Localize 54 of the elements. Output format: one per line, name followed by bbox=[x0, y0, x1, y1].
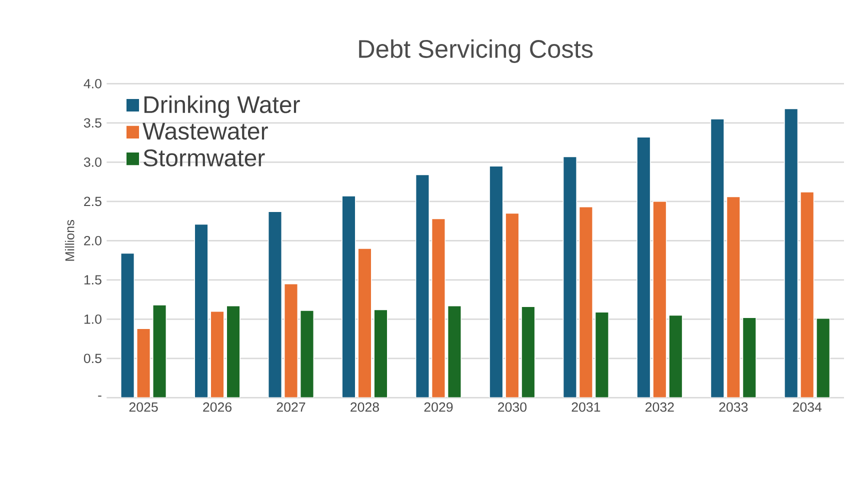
bar bbox=[226, 305, 240, 398]
bar bbox=[194, 224, 208, 398]
chart-title: Debt Servicing Costs bbox=[359, 39, 593, 63]
x-tick-label: 2026 bbox=[203, 402, 232, 412]
legend-label: Wastewater bbox=[142, 122, 268, 140]
bar bbox=[710, 118, 724, 398]
y-tick-label: 1.0 bbox=[84, 314, 102, 324]
bar bbox=[636, 136, 651, 398]
x-tick-label: 2029 bbox=[424, 402, 453, 412]
x-tick-label: 2030 bbox=[498, 402, 527, 412]
y-tick-label: 3.0 bbox=[84, 157, 102, 167]
bar bbox=[136, 328, 151, 398]
x-tick-label: 2027 bbox=[276, 402, 306, 412]
legend-label: Drinking Water bbox=[144, 96, 300, 118]
x-tick-label: 2033 bbox=[719, 402, 748, 412]
bar bbox=[120, 252, 135, 398]
y-tick-label: 3.5 bbox=[84, 118, 102, 128]
bar bbox=[505, 212, 520, 398]
y-tick-label: 0.5 bbox=[84, 354, 102, 364]
bar bbox=[742, 317, 756, 398]
y-axis-title: Millions bbox=[64, 220, 74, 261]
bar bbox=[489, 166, 504, 398]
y-tick-label: 4.0 bbox=[84, 78, 102, 88]
bar bbox=[447, 305, 462, 398]
y-tick-label: 1.5 bbox=[84, 275, 102, 285]
bar bbox=[374, 309, 388, 398]
bar bbox=[578, 206, 593, 398]
bar bbox=[358, 248, 372, 398]
bar bbox=[594, 312, 609, 398]
y-tick-label: - bbox=[98, 396, 102, 397]
bar bbox=[284, 283, 298, 398]
bar bbox=[431, 218, 446, 398]
x-tick-label: 2032 bbox=[646, 402, 674, 412]
bar bbox=[268, 211, 282, 398]
bar bbox=[562, 156, 577, 398]
bar bbox=[784, 108, 798, 398]
bar bbox=[415, 174, 430, 398]
bar bbox=[521, 306, 536, 398]
bar bbox=[816, 318, 830, 398]
y-tick-label: 2.5 bbox=[84, 196, 102, 206]
x-tick-label: 2028 bbox=[350, 402, 379, 412]
y-tick-label: 2.0 bbox=[84, 236, 102, 246]
x-tick-label: 2025 bbox=[129, 402, 158, 412]
bar bbox=[300, 310, 314, 398]
x-tick-label: 2034 bbox=[792, 402, 822, 412]
bar bbox=[210, 310, 224, 398]
bar bbox=[726, 196, 740, 398]
bar bbox=[668, 314, 683, 398]
bar bbox=[342, 196, 356, 398]
bar bbox=[800, 192, 814, 398]
legend-label: Stormwater bbox=[144, 149, 265, 166]
bar bbox=[652, 201, 667, 398]
bar bbox=[152, 304, 167, 398]
x-tick-label: 2031 bbox=[572, 402, 600, 412]
